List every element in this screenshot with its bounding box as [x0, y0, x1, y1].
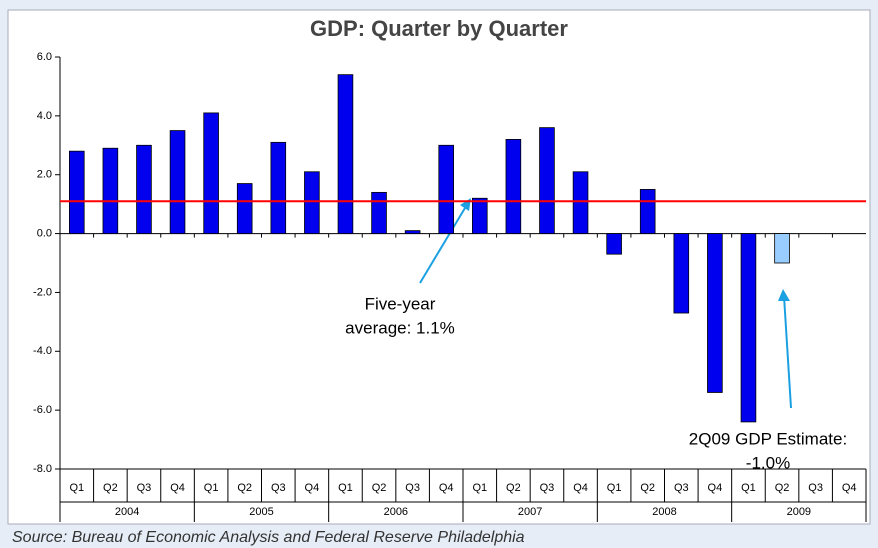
bar — [270, 141, 287, 234]
bar — [572, 171, 589, 234]
y-tick-label: 6.0 — [37, 51, 52, 63]
bar — [236, 183, 253, 234]
bar — [505, 138, 522, 234]
x-tick-label: Q3 — [808, 482, 823, 494]
bar — [472, 197, 488, 234]
year-label: 2004 — [115, 506, 139, 518]
y-tick-label: -8.0 — [33, 463, 52, 475]
bar — [102, 147, 119, 234]
x-tick-label: Q4 — [305, 482, 320, 494]
x-tick-label: Q1 — [338, 482, 353, 494]
x-tick-label: Q1 — [607, 482, 622, 494]
x-tick-label: Q1 — [741, 482, 756, 494]
x-tick-label: Q1 — [472, 482, 487, 494]
annotation: -1.0% — [746, 453, 790, 472]
bar — [774, 233, 790, 264]
bar — [606, 233, 622, 255]
x-tick-label: Q4 — [842, 482, 857, 494]
x-tick-label: Q2 — [640, 482, 655, 494]
bar — [673, 233, 690, 314]
annotation: average: 1.1% — [345, 318, 455, 337]
x-tick-label: Q1 — [204, 482, 219, 494]
y-tick-label: 2.0 — [37, 169, 52, 181]
annotation: 2Q09 GDP Estimate: — [689, 429, 847, 448]
y-tick-label: -2.0 — [33, 286, 52, 298]
annotation-arrow — [419, 202, 469, 284]
annotation-arrow — [783, 295, 792, 409]
bar — [371, 191, 387, 234]
bar — [539, 127, 555, 234]
x-tick-label: Q3 — [540, 482, 555, 494]
chart-frame — [7, 9, 871, 525]
x-tick-label: Q3 — [137, 482, 152, 494]
bar — [203, 112, 219, 234]
bar — [404, 230, 421, 234]
bar — [337, 74, 354, 234]
x-tick-label: Q2 — [506, 482, 521, 494]
year-label: 2006 — [384, 506, 408, 518]
x-tick-label: Q4 — [708, 482, 723, 494]
y-tick-label: 0.0 — [37, 227, 52, 239]
year-label: 2008 — [652, 506, 676, 518]
bar — [740, 233, 757, 423]
y-tick-label: -4.0 — [33, 345, 52, 357]
y-tick-label: 4.0 — [37, 110, 52, 122]
bar — [438, 144, 454, 234]
x-tick-label: Q2 — [103, 482, 118, 494]
x-tick-label: Q4 — [170, 482, 185, 494]
x-tick-label: Q2 — [372, 482, 387, 494]
bar — [639, 189, 656, 234]
x-tick-label: Q1 — [69, 482, 84, 494]
x-tick-label: Q4 — [573, 482, 588, 494]
x-tick-label: Q4 — [439, 482, 454, 494]
year-label: 2007 — [518, 506, 542, 518]
chart-title: GDP: Quarter by Quarter — [310, 16, 568, 41]
bar — [169, 130, 186, 234]
bar — [69, 150, 85, 234]
arrow-head — [778, 289, 790, 301]
bar — [304, 171, 320, 234]
year-label: 2009 — [787, 506, 811, 518]
x-tick-label: Q3 — [674, 482, 689, 494]
x-tick-label: Q3 — [405, 482, 420, 494]
bar — [136, 144, 152, 234]
x-tick-label: Q2 — [775, 482, 790, 494]
year-label: 2005 — [249, 506, 273, 518]
annotation: Five-year — [365, 294, 436, 313]
x-tick-label: Q2 — [237, 482, 252, 494]
source: Source: Bureau of Economic Analysis and … — [12, 529, 525, 546]
x-tick-label: Q3 — [271, 482, 286, 494]
bar — [707, 233, 723, 393]
y-tick-label: -6.0 — [33, 404, 52, 416]
